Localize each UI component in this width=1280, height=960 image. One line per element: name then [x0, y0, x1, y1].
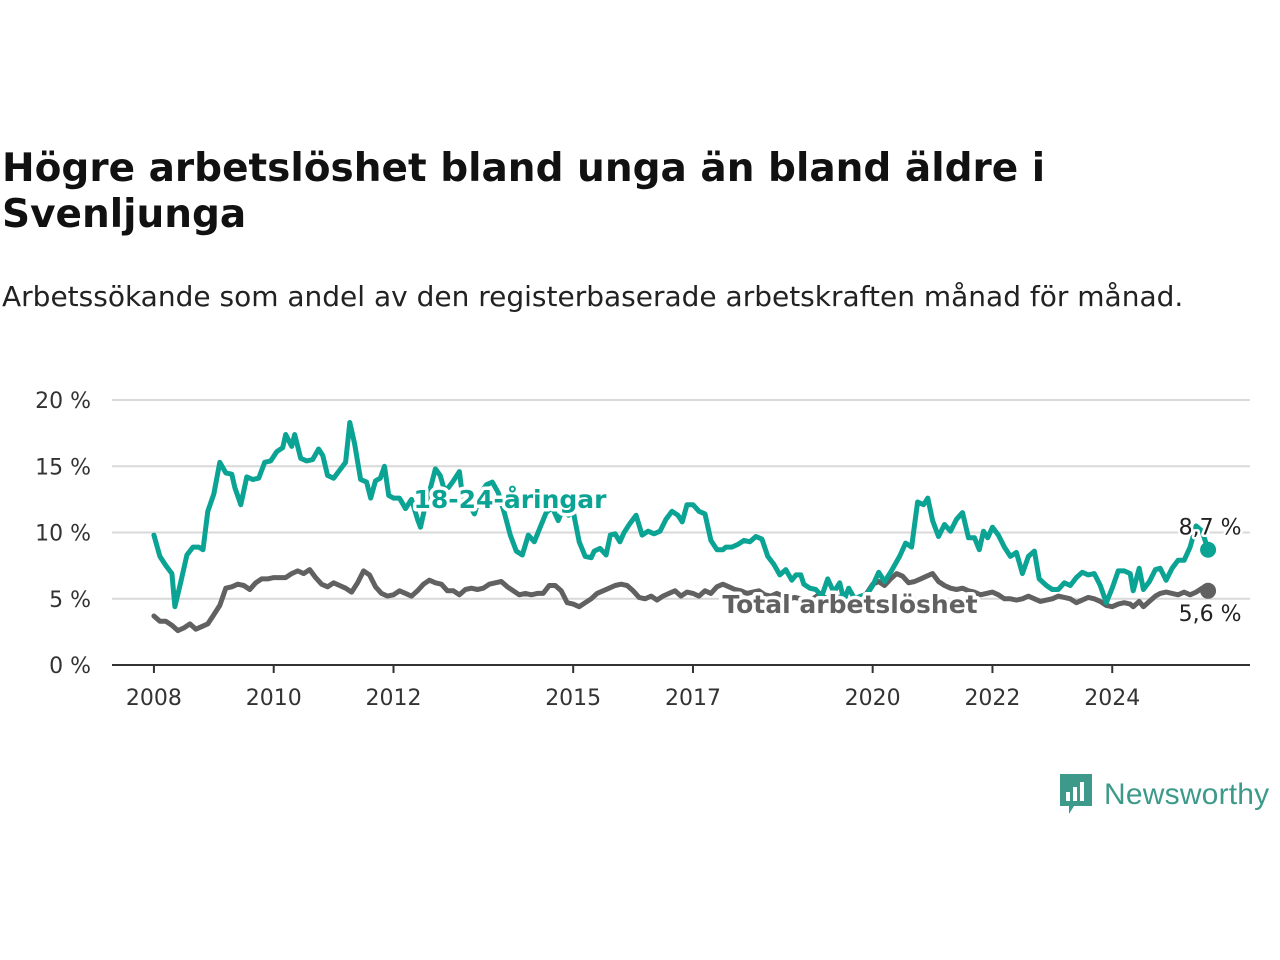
newsworthy-bar-chart-logo-icon — [1060, 774, 1092, 814]
y-tick-label: 0 % — [49, 654, 91, 679]
series-end-marker-0 — [1200, 541, 1217, 558]
series-line-1 — [151, 567, 1211, 634]
y-axis-tick-labels: 0 % 5 % 10 % 15 % 20 % — [35, 389, 91, 679]
series-labels: 18-24-åringar Total arbetslöshet 8,7 % 5,6 … — [410, 482, 1244, 630]
end-value-label-1: 5,6 % — [1179, 602, 1242, 627]
y-tick-label: 20 % — [35, 389, 91, 414]
series-end-marker-1 — [1200, 582, 1217, 599]
chart-title: Högre arbetslöshet bland unga än bland ä… — [2, 146, 1046, 237]
series-lines — [151, 420, 1217, 634]
series-line-0 — [151, 420, 1211, 610]
y-tick-label: 5 % — [49, 588, 91, 613]
x-tick-label: 2012 — [366, 686, 422, 711]
end-value-label-0: 8,7 % — [1179, 516, 1242, 541]
series-label-0: 18-24-åringar — [414, 485, 608, 514]
x-tick-label: 2015 — [545, 686, 601, 711]
brand-name: Newsworthy — [1104, 778, 1270, 811]
x-tick-label: 2008 — [126, 686, 182, 711]
y-tick-label: 15 % — [35, 455, 91, 480]
y-tick-label: 10 % — [35, 522, 91, 547]
x-tick-label: 2017 — [665, 686, 721, 711]
x-tick-label: 2020 — [845, 686, 901, 711]
x-tick-label: 2010 — [246, 686, 302, 711]
line-chart: 0 %5 %10 %15 %20 % 2008 2010 2012 2015 2017 2… — [35, 389, 1250, 711]
x-tick-label: 2024 — [1084, 686, 1140, 711]
x-tick-label: 2022 — [964, 686, 1020, 711]
chart-subtitle: Arbetssökande som andel av den registerb… — [2, 280, 1184, 313]
x-axis-ticks: 2008 2010 2012 2015 2017 2020 2022 2024 — [126, 665, 1140, 711]
gridlines — [112, 399, 1250, 600]
newsworthy-logo: Newsworthy — [1058, 772, 1269, 818]
series-label-1: Total arbetslöshet — [722, 590, 977, 619]
